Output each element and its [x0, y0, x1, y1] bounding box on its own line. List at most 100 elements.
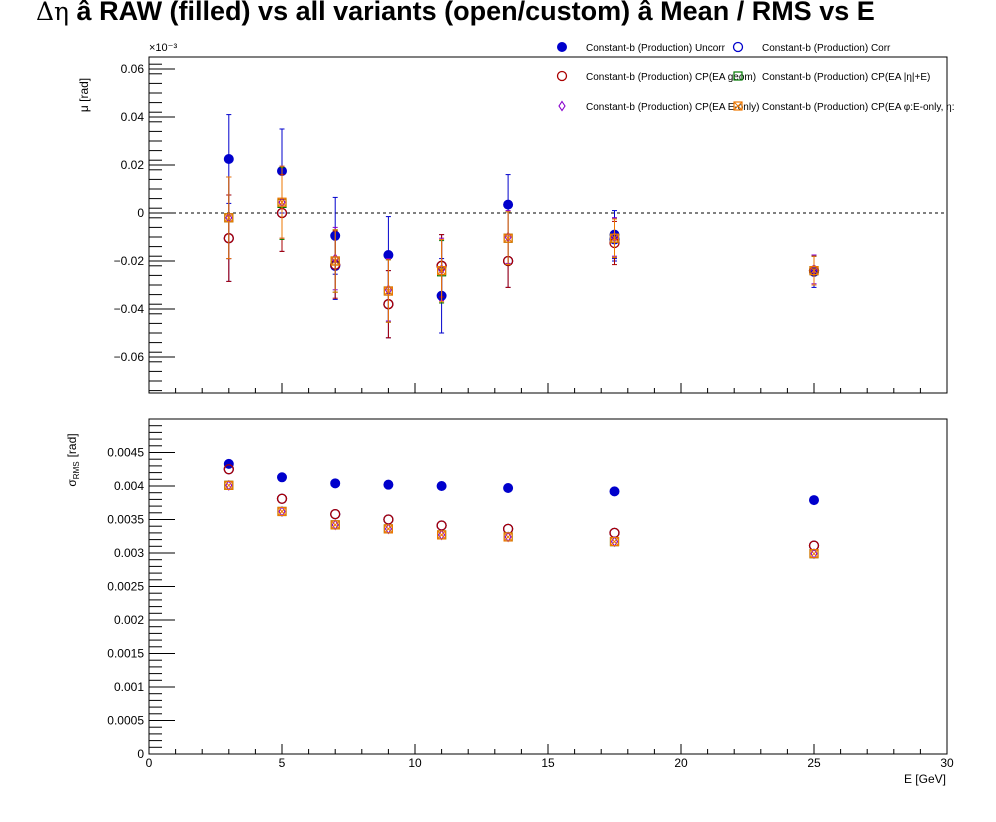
- x-tick-label: 15: [541, 756, 555, 770]
- x-tick-label: 10: [408, 756, 422, 770]
- legend-label: Constant-b (Production) CP(EA φ:E-only, …: [762, 102, 955, 113]
- y-tick-label: 0: [137, 206, 144, 220]
- data-point-marker: [277, 197, 287, 207]
- y-tick-label: 0.0035: [107, 513, 144, 527]
- x-tick-label: 5: [279, 756, 286, 770]
- data-point-marker: [437, 530, 447, 540]
- data-point-marker: [224, 213, 234, 223]
- mean-y-axis-label: μ [rad]: [77, 78, 91, 112]
- y-tick-label: 0.0045: [107, 446, 144, 460]
- legend-entry: Constant-b (Production) CP(EA |η|+E): [733, 71, 930, 83]
- data-point-marker: [558, 100, 566, 112]
- y-tick-label: −0.04: [114, 302, 145, 316]
- data-point-marker: [557, 42, 567, 52]
- data-point-marker: [330, 520, 340, 530]
- series-5: [224, 165, 819, 323]
- y-tick-label: 0.001: [114, 680, 144, 694]
- data-point-marker: [223, 154, 234, 164]
- rms-y-axis: 0 0.0005 0.001 0.0015 0.002 0.0025 0.003 0.0035…: [107, 425, 175, 761]
- data-point-marker: [609, 233, 620, 243]
- mean-y-axis: −0.06 −0.04 −0.02 0 0.02 0.04 0.06: [114, 62, 175, 392]
- series-3: [224, 166, 819, 323]
- legend-entry: Constant-b (Production) CP(EA φ:E-only, …: [733, 101, 955, 113]
- data-point-marker: [277, 472, 287, 483]
- x-axis: 0 5 10 15 20 25 30: [146, 383, 954, 770]
- data-point-marker: [609, 527, 620, 539]
- series-4: [225, 479, 818, 560]
- data-point-marker: [383, 286, 393, 296]
- x-tick-label: 30: [940, 756, 954, 770]
- data-point-marker: [733, 101, 743, 111]
- data-point-marker: [437, 530, 446, 540]
- data-point-marker: [437, 266, 446, 275]
- data-point-marker: [437, 266, 447, 276]
- y-tick-label: 0.003: [114, 546, 144, 560]
- data-point-marker: [224, 480, 234, 490]
- data-point-marker: [503, 532, 513, 542]
- series-2: [223, 174, 820, 339]
- data-point-marker: [330, 478, 341, 489]
- series-5: [224, 480, 819, 559]
- data-point-marker: [383, 479, 394, 490]
- y-tick-label: 0.04: [121, 110, 145, 124]
- y-tick-label: −0.02: [114, 254, 145, 268]
- data-point-marker: [609, 537, 620, 547]
- data-point-marker: [503, 483, 514, 494]
- data-point-marker: [330, 256, 340, 266]
- rms-y-axis-label: σRMS[rad]: [65, 433, 81, 486]
- data-point-marker: [809, 266, 819, 276]
- rms-data-points: [223, 458, 820, 560]
- y-tick-label: 0.0015: [107, 647, 144, 661]
- data-point-marker: [384, 524, 393, 534]
- data-point-marker: [733, 101, 743, 111]
- data-point-marker: [223, 464, 234, 475]
- x-axis-label: E [GeV]: [904, 772, 946, 786]
- legend-label: Constant-b (Production) CP(EA E-only): [586, 102, 759, 113]
- data-point-marker: [609, 486, 620, 497]
- legend: Constant-b (Production) Uncorr Constant-b…: [556, 41, 955, 113]
- y-tick-label: 0.0025: [107, 580, 144, 594]
- y-tick-label: 0.004: [114, 479, 144, 493]
- data-point-marker: [383, 524, 393, 534]
- legend-label: Constant-b (Production) Corr: [762, 43, 891, 54]
- data-point-marker: [224, 480, 234, 490]
- legend-label: Constant-b (Production) Uncorr: [586, 43, 726, 54]
- data-point-marker: [503, 532, 513, 542]
- data-point-marker: [384, 286, 393, 296]
- delta-eta-symbol: Δη: [36, 0, 70, 26]
- y-tick-label: 0.02: [121, 158, 145, 172]
- data-point-marker: [809, 266, 819, 275]
- legend-entry: Constant-b (Production) Corr: [732, 41, 891, 54]
- data-point-marker: [436, 481, 447, 491]
- legend-entry: Constant-b (Production) Uncorr: [557, 42, 726, 54]
- x-tick-label: 20: [674, 756, 688, 770]
- data-point-marker: [732, 41, 744, 53]
- y-exponent-label: ×10⁻³: [149, 42, 177, 54]
- y-tick-label: 0.0005: [107, 714, 144, 728]
- data-point-marker: [224, 213, 234, 223]
- series-4: [225, 165, 818, 322]
- data-point-marker: [610, 233, 619, 243]
- mean-panel: −0.06 −0.04 −0.02 0 0.02 0.04 0.06 ×10⁻³ μ [ra…: [77, 42, 948, 394]
- data-point-marker: [733, 71, 743, 81]
- data-point-marker: [503, 199, 514, 210]
- x-tick-label: 0: [146, 756, 153, 770]
- mean-data-points: [223, 114, 820, 339]
- legend-entry: Constant-b (Production) CP(EA E-only): [558, 100, 759, 113]
- data-point-marker: [330, 256, 340, 266]
- data-point-marker: [436, 520, 447, 531]
- data-point-marker: [503, 233, 513, 243]
- data-point-marker: [277, 197, 287, 207]
- chart-title: Δη â RAW (filled) vs all variants (open/…: [0, 0, 996, 36]
- series-0: [223, 114, 819, 334]
- data-point-marker: [277, 507, 287, 516]
- chart-title-text: â RAW (filled) vs all variants (open/cus…: [69, 0, 875, 26]
- series-0: [223, 458, 819, 506]
- data-point-marker: [383, 514, 394, 525]
- rms-plot-frame: [148, 418, 948, 755]
- legend-label: Constant-b (Production) CP(EA geom): [586, 72, 756, 83]
- data-point-marker: [330, 520, 340, 530]
- data-point-marker: [556, 70, 568, 82]
- data-point-marker: [330, 508, 341, 520]
